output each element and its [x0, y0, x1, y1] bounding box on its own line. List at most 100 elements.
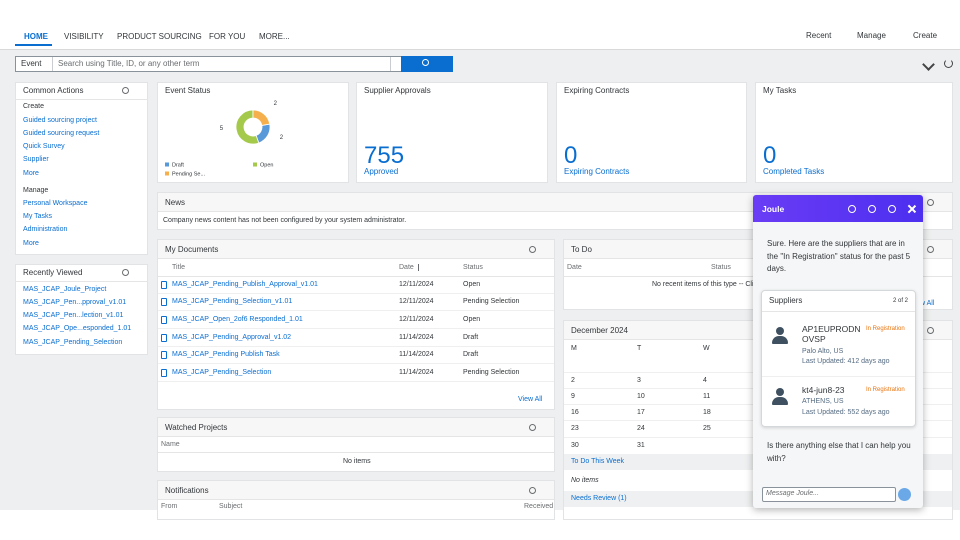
- search-scope[interactable]: Event: [21, 59, 42, 68]
- column-header: Status: [711, 264, 731, 271]
- calendar-day[interactable]: 18: [703, 409, 711, 416]
- action-link[interactable]: Guided sourcing request: [23, 130, 100, 137]
- document-title[interactable]: MAS_JCAP_Pending_Selection_v1.01: [172, 298, 293, 305]
- calendar-day[interactable]: 4: [703, 377, 707, 384]
- document-status: Pending Selection: [463, 369, 520, 376]
- empty-text: No items: [343, 458, 371, 465]
- joule-message: Sure. Here are the suppliers that are in…: [767, 239, 911, 273]
- active-tab-indicator: [15, 44, 52, 46]
- action-link[interactable]: Supplier: [23, 156, 49, 163]
- supplier-updated: Last Updated: 412 days ago: [802, 358, 890, 365]
- action-link[interactable]: Personal Workspace: [23, 200, 88, 207]
- input-placeholder: Message Joule...: [766, 490, 819, 497]
- document-title[interactable]: MAS_JCAP_Open_2of6 Responded_1.01: [172, 316, 303, 323]
- calendar-day[interactable]: 25: [703, 425, 711, 432]
- calendar-day[interactable]: 24: [637, 425, 645, 432]
- tile: [755, 82, 953, 183]
- supplier-name[interactable]: AP1EUPRODN OVSP: [802, 324, 861, 344]
- legend-swatch: [253, 162, 257, 167]
- supplier-icon-head: [776, 388, 784, 396]
- calendar-day[interactable]: 3: [637, 377, 641, 384]
- nav-tab[interactable]: HOME: [24, 32, 48, 41]
- recent-link[interactable]: MAS_JCAP_Joule_Project: [23, 286, 107, 293]
- card-title: Suppliers: [769, 296, 803, 305]
- tile-value[interactable]: 755: [364, 142, 405, 169]
- widget-title: December 2024: [571, 326, 628, 335]
- donut-segment: [235, 109, 260, 145]
- document-title[interactable]: MAS_JCAP_Pending_Publish_Approval_v1.01: [172, 281, 318, 288]
- document-title[interactable]: MAS_JCAP_Pending_Selection: [172, 369, 272, 376]
- calendar-day[interactable]: 2: [571, 377, 575, 384]
- header-icon[interactable]: [868, 205, 876, 213]
- section-link[interactable]: Needs Review (1): [571, 495, 627, 502]
- header-icon[interactable]: [848, 205, 856, 213]
- nav-tab[interactable]: VISIBILITY: [64, 32, 104, 41]
- nav-menu[interactable]: Manage: [857, 31, 886, 40]
- action-link[interactable]: Guided sourcing project: [23, 117, 97, 124]
- donut-segment: [252, 109, 271, 126]
- recent-link[interactable]: MAS_JCAP_Pen...pproval_v1.01: [23, 299, 127, 306]
- nav-tab[interactable]: MORE...: [259, 32, 290, 41]
- widget-header: [158, 481, 554, 500]
- document-title[interactable]: MAS_JCAP_Pending_Approval_v1.02: [172, 334, 292, 341]
- tile-value[interactable]: 0: [564, 142, 578, 169]
- event-status-chart: 2 5 2 Draft Open Pending Se...: [165, 101, 284, 178]
- nav-menu[interactable]: Recent: [806, 31, 832, 40]
- calendar-day[interactable]: 23: [571, 425, 579, 432]
- column-header: Date: [399, 264, 414, 271]
- recent-link[interactable]: MAS_JCAP_Pen...lection_v1.01: [23, 312, 124, 319]
- action-link[interactable]: More: [23, 240, 39, 247]
- action-link[interactable]: Quick Survey: [23, 143, 65, 150]
- search-placeholder[interactable]: Search using Title, ID, or any other ter…: [58, 59, 200, 68]
- sort-icon: [418, 264, 419, 271]
- document-date: 11/14/2024: [399, 334, 434, 341]
- nav-border: [0, 49, 960, 50]
- recent-link[interactable]: MAS_JCAP_Pending_Selection: [23, 339, 123, 346]
- calendar-day[interactable]: 9: [571, 393, 575, 400]
- tile-label[interactable]: Completed Tasks: [763, 167, 825, 176]
- tile-label[interactable]: Approved: [364, 167, 399, 176]
- calendar-day[interactable]: 30: [571, 442, 579, 449]
- nav-menu[interactable]: Create: [913, 31, 938, 40]
- calendar-day[interactable]: 11: [703, 393, 711, 400]
- view-all-link[interactable]: View All: [518, 396, 543, 403]
- widget-title: News: [165, 198, 186, 207]
- close-icon[interactable]: [907, 204, 917, 214]
- document-icon: [161, 316, 167, 324]
- row-divider: [158, 363, 554, 364]
- legend-label: Pending Se...: [172, 172, 205, 178]
- tile-label[interactable]: Expiring Contracts: [564, 167, 630, 176]
- column-header: From: [161, 503, 178, 510]
- card-divider: [762, 376, 915, 377]
- document-status: Pending Selection: [463, 298, 520, 305]
- recent-link[interactable]: MAS_JCAP_Ope...esponded_1.01: [23, 325, 132, 332]
- action-link[interactable]: Administration: [23, 226, 68, 233]
- tile-value[interactable]: 0: [763, 142, 777, 169]
- document-title[interactable]: MAS_JCAP_Pending Publish Task: [172, 351, 280, 358]
- calendar-day[interactable]: 31: [637, 442, 645, 449]
- supplier-status: In Registration: [866, 326, 905, 332]
- group-heading: Manage: [23, 187, 49, 194]
- supplier-icon-body: [772, 336, 788, 344]
- data-label: 5: [220, 126, 224, 132]
- action-link[interactable]: My Tasks: [23, 213, 53, 220]
- chevron: [886, 32, 892, 38]
- action-link[interactable]: More: [23, 170, 39, 177]
- joule-input[interactable]: [762, 487, 896, 502]
- calendar-day[interactable]: 10: [637, 393, 645, 400]
- section-link[interactable]: To Do This Week: [571, 458, 625, 465]
- panel-divider: [15, 99, 148, 100]
- document-icon: [161, 298, 167, 306]
- send-button[interactable]: [898, 488, 911, 501]
- nav-tab[interactable]: PRODUCT SOURCING: [117, 32, 202, 41]
- widget-header: [158, 240, 554, 259]
- panel-title: Recently Viewed: [23, 268, 83, 277]
- refresh-icon[interactable]: [944, 59, 953, 68]
- calendar-day[interactable]: 16: [571, 409, 579, 416]
- calendar-day[interactable]: 17: [637, 409, 645, 416]
- nav-tab[interactable]: FOR YOU: [209, 32, 246, 41]
- supplier-name[interactable]: kt4-jun8-23: [802, 385, 845, 395]
- header-icon[interactable]: [888, 205, 896, 213]
- card-count: 2 of 2: [892, 298, 908, 304]
- panel-divider: [15, 281, 148, 282]
